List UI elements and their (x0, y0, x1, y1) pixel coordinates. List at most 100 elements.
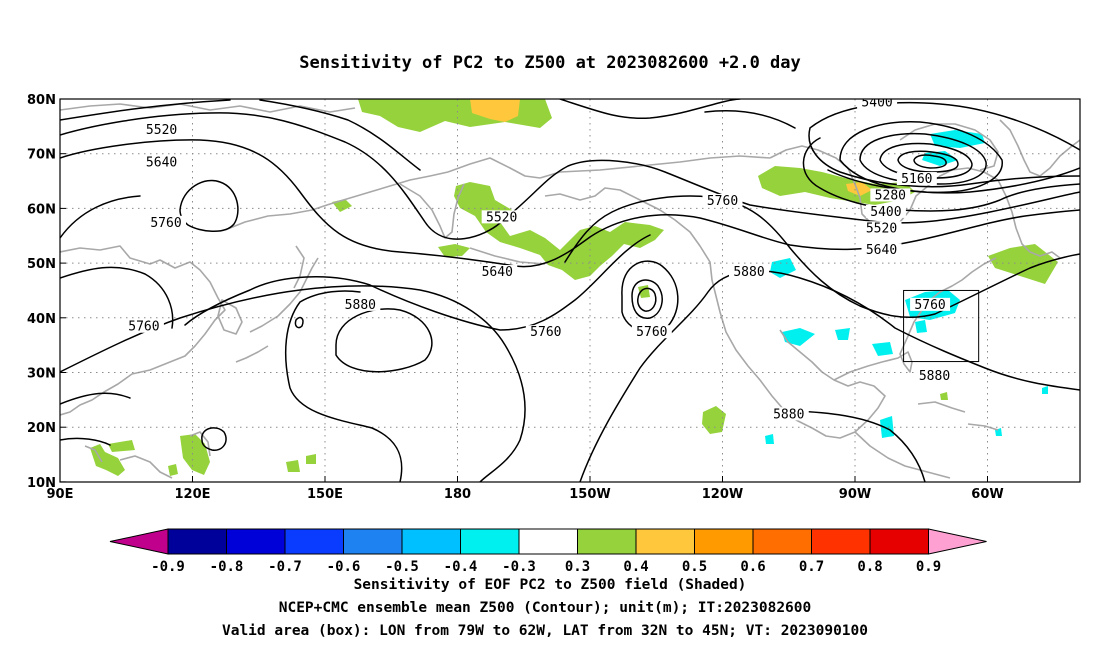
map-axes: 90E 120E 150E 180 150W 120W 90W 60W 80N 70N 60N 50N… (27, 93, 1004, 502)
shade-patch-atlantic-green (988, 244, 1058, 284)
shade-patch-caribbean-cyan (880, 416, 894, 438)
lon-tick-label: 120E (174, 487, 210, 502)
lat-tick-label: 10N (27, 476, 56, 491)
lat-tick-label: 70N (27, 148, 56, 163)
contour-label: 5640 (866, 243, 897, 258)
contour-lower-left (60, 392, 131, 446)
contour-label: 5760 (150, 216, 181, 231)
caption-line-1: Sensitivity of EOF PC2 to Z500 field (Sh… (354, 577, 747, 593)
contour-label: 5880 (773, 407, 804, 422)
contour-5880-south-east (779, 409, 926, 482)
contour-label: 5160 (901, 172, 932, 187)
contour-label: 5760 (707, 194, 738, 209)
coast-east-asia (60, 245, 226, 416)
contour-labels: 5520 5640 5760 5760 5880 5520 5640 5760 5760 5760… (123, 99, 955, 422)
coast-greenland (999, 119, 1080, 177)
contour-label: 5520 (866, 221, 897, 236)
contour-label-bg (870, 188, 911, 202)
coast-labrador (997, 179, 1061, 259)
colorbar-swatch (752, 528, 812, 555)
shade-patch-atlantic-green-2 (940, 392, 948, 400)
contour-5760-inner (631, 279, 663, 319)
colorbar-label: -0.7 (268, 559, 302, 575)
shade-patch-arctic-orange (470, 99, 520, 122)
shade-patch-mexico-cyan (782, 328, 815, 346)
contour-label: 5640 (482, 265, 513, 280)
contour-label: 5880 (733, 265, 764, 280)
colorbar-swatch (460, 528, 520, 555)
contour-label: 5520 (486, 210, 517, 225)
lat-tick-label: 30N (27, 367, 56, 382)
coast-siberia-north (60, 103, 356, 113)
contour-low-ring-4 (897, 150, 959, 173)
map-panel: 5520 5640 5760 5760 5880 5520 5640 5760 5760 5760… (60, 99, 1080, 482)
lat-tick-label: 50N (27, 257, 56, 272)
contour-5520-west (60, 112, 1080, 240)
colorbar-label: -0.8 (210, 559, 244, 575)
contour-label: 5280 (875, 188, 906, 203)
contour-label: 5760 (128, 320, 159, 335)
coast-caribbean (917, 401, 999, 431)
contour-label-bg (861, 221, 902, 235)
contour-5880-asia-loop (201, 427, 227, 451)
shade-patch-wpac-green (286, 460, 300, 472)
shade-patch-aleutian-green (454, 182, 664, 280)
contour-label-bg (141, 122, 182, 136)
colorbar-swatch (284, 528, 344, 555)
colorbar-label: 0.6 (740, 559, 765, 575)
colorbar-swatch (635, 528, 695, 555)
shade-patch-gulf-cyan (872, 342, 893, 356)
contour-label-bg (123, 319, 164, 333)
contour-label-bg (729, 265, 769, 279)
contour-5880-closed (335, 308, 433, 373)
contour-label: 5400 (870, 205, 901, 220)
lat-tick-label: 80N (27, 93, 56, 108)
shade-patch-asia-green-2 (108, 440, 135, 452)
colorbar-label: 0.8 (857, 559, 882, 575)
colorbar-label: -0.4 (444, 559, 478, 575)
coast-chukotka (447, 157, 541, 179)
shade-patch-mexico-cyan-2 (835, 328, 850, 340)
lon-tick-label: 90W (839, 487, 871, 502)
colorbar-swatch (343, 528, 403, 555)
colorbar-label: -0.6 (327, 559, 361, 575)
lat-tick-label: 60N (27, 202, 56, 217)
colorbar-label: 0.3 (565, 559, 590, 575)
contour-5880-west (60, 285, 526, 482)
colorbar-swatch (401, 528, 461, 555)
contour-arctic-west (259, 99, 421, 171)
contour-label-bg (768, 407, 809, 421)
contour-5760-north (60, 195, 1080, 319)
lon-tick-label: 60W (971, 487, 1003, 502)
contour-label-bg (141, 155, 182, 169)
contour-label: 5760 (914, 298, 945, 313)
coast-okhotsk (224, 171, 449, 231)
shade-patch-hudson-orange (846, 182, 872, 196)
contour-label-bg (861, 243, 902, 257)
lon-tick-label: 90E (47, 487, 74, 502)
contour-label-bg (525, 325, 566, 339)
shade-patch-wpac-green-2 (306, 454, 316, 464)
shade-patch-kamchatka-green (438, 244, 470, 257)
lat-tick-label: 20N (27, 421, 56, 436)
contour-5640 (60, 139, 1080, 268)
contour-label: 5520 (146, 123, 177, 138)
colorbar-swatch (167, 528, 227, 555)
coast-alaska (539, 155, 797, 421)
contour-label: 5880 (345, 298, 376, 313)
contour-low-ring-5 (913, 154, 947, 169)
coast-baffin (899, 123, 999, 171)
contour-label: 5640 (146, 156, 177, 171)
contour-5880-south (284, 290, 403, 482)
contour-label-bg (146, 215, 186, 229)
coast-japan (235, 257, 319, 363)
lon-tick-label: 180 (444, 487, 471, 502)
colorbar-triangle-high (928, 528, 987, 555)
contour-label-bg (477, 265, 518, 279)
colorbar-swatch (577, 528, 637, 555)
contour-label-bg (910, 297, 951, 311)
caption-line-2: NCEP+CMC ensemble mean Z500 (Contour); u… (279, 600, 812, 616)
valid-area-box (903, 289, 980, 363)
colorbar-label: -0.3 (502, 559, 536, 575)
colorbar-swatch (226, 528, 286, 555)
